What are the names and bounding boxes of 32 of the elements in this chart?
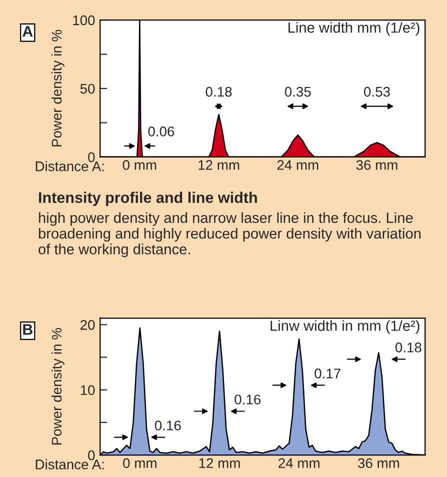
x-tick-label: 12 mm — [199, 458, 240, 468]
x-axis-title: Distance A: — [36, 459, 104, 470]
y-tick-label: 0 — [88, 450, 95, 460]
x-tick-label: 36 mm — [358, 458, 399, 468]
x-axis-title: Distance A: — [36, 161, 104, 172]
x-tick-label: 36 mm — [356, 160, 398, 170]
annotation: 0.18 — [395, 342, 422, 352]
y-tick-label: 50 — [80, 84, 95, 94]
x-tick-label: 0 mm — [123, 458, 156, 468]
y-axis-title: Power density in % — [51, 30, 64, 146]
annotation: 0.06 — [148, 126, 174, 136]
y-tick-label: 10 — [80, 385, 95, 396]
annotation: 0.53 — [364, 86, 390, 97]
annotation: 0.35 — [284, 86, 311, 97]
y-tick-label: 100 — [73, 15, 95, 26]
annotation: 0.17 — [314, 368, 340, 378]
x-tick-label: 24 mm — [278, 458, 320, 468]
chart-title: A — [22, 26, 33, 37]
annotation: 0.18 — [206, 86, 232, 97]
y-tick-label: 20 — [80, 320, 95, 330]
annotation: 0.16 — [154, 420, 181, 430]
y-tick-label: 0 — [88, 152, 95, 162]
x-tick-label: 24 mm — [277, 160, 318, 170]
chart-subtitle: Intensity profile and line width — [39, 192, 257, 206]
y-axis-title: Power density in % — [51, 328, 64, 445]
annotation: 0.16 — [234, 394, 261, 404]
x-tick-label: 12 mm — [198, 160, 240, 170]
annotation: Linw width in mm (1/e²) — [270, 320, 420, 334]
chart-title: B — [23, 324, 32, 335]
x-tick-label: 0 mm — [122, 160, 156, 170]
annotation: Line width mm (1/e²) — [288, 22, 420, 36]
text: high power density and narrow laser line in the focus. Line broadening and highly reduced power density with variation of the working distance. — [38, 212, 421, 258]
